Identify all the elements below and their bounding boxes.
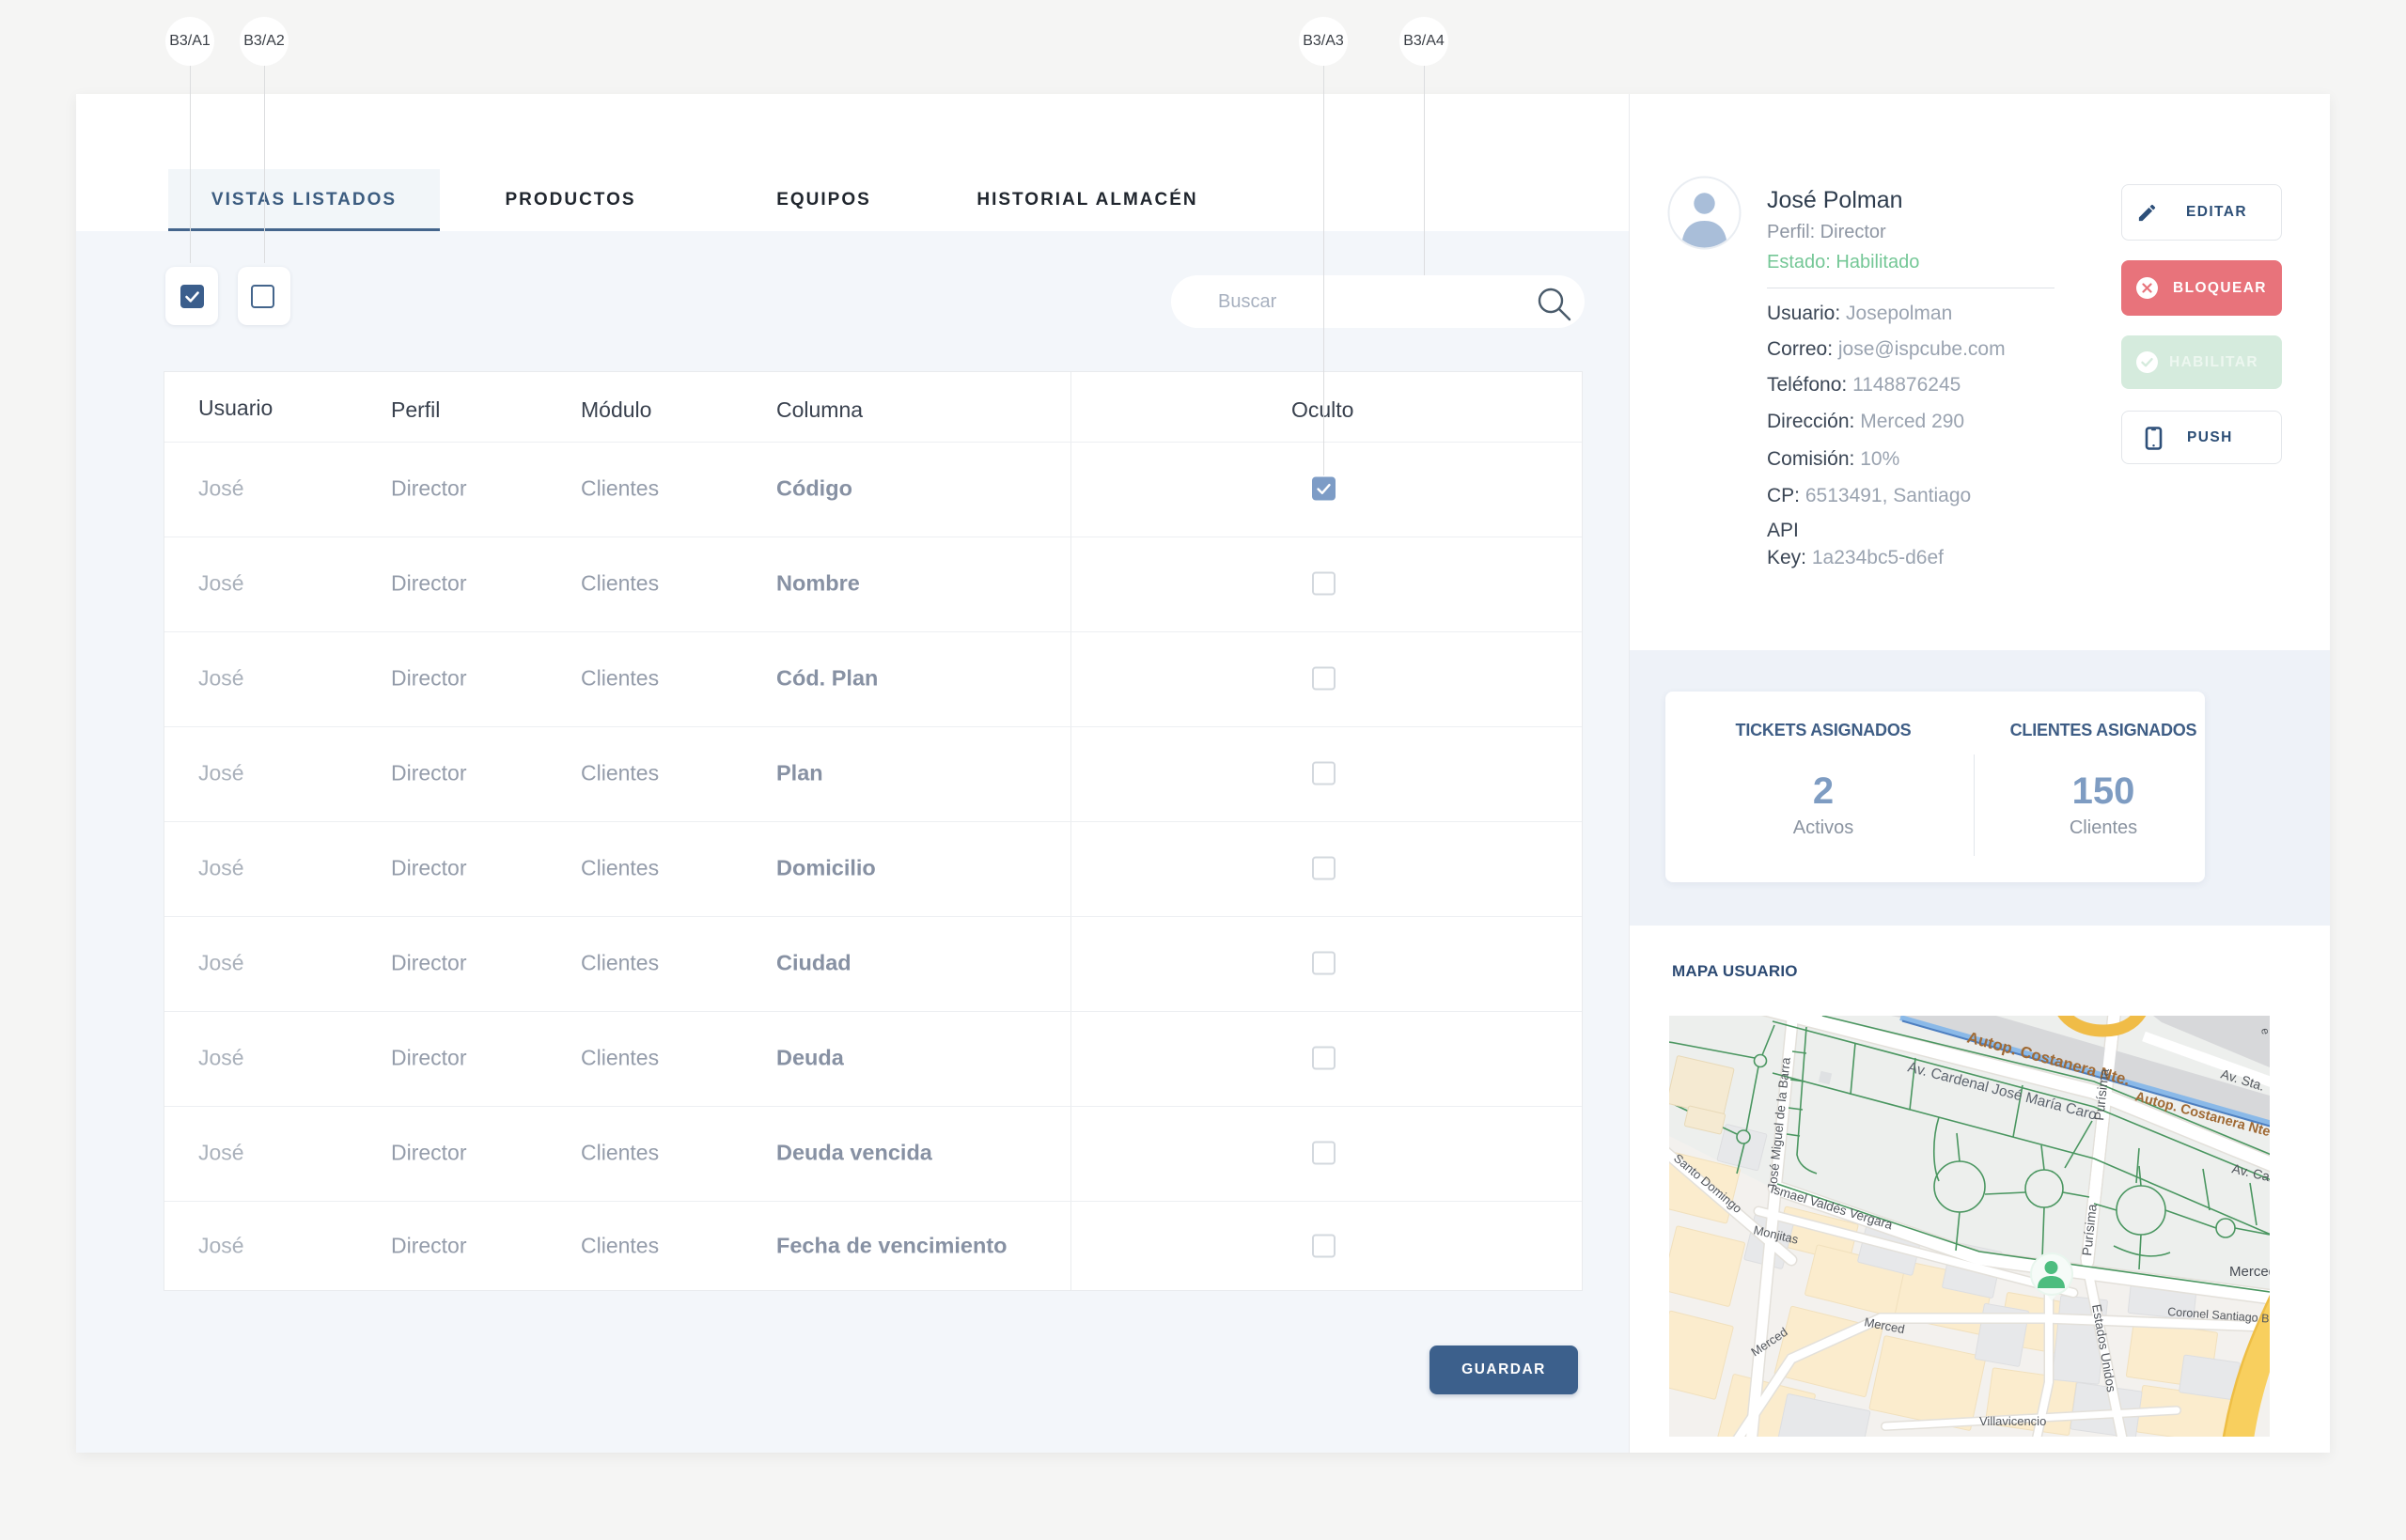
svg-text:Merced: Merced <box>2229 1264 2270 1280</box>
svg-text:Villavicencio: Villavicencio <box>1979 1414 2046 1428</box>
svg-text:Purísima: Purísima <box>2079 1203 2100 1256</box>
svg-text:Purísima: Purísima <box>2091 1067 2112 1121</box>
svg-text:e: e <box>2258 1027 2270 1035</box>
